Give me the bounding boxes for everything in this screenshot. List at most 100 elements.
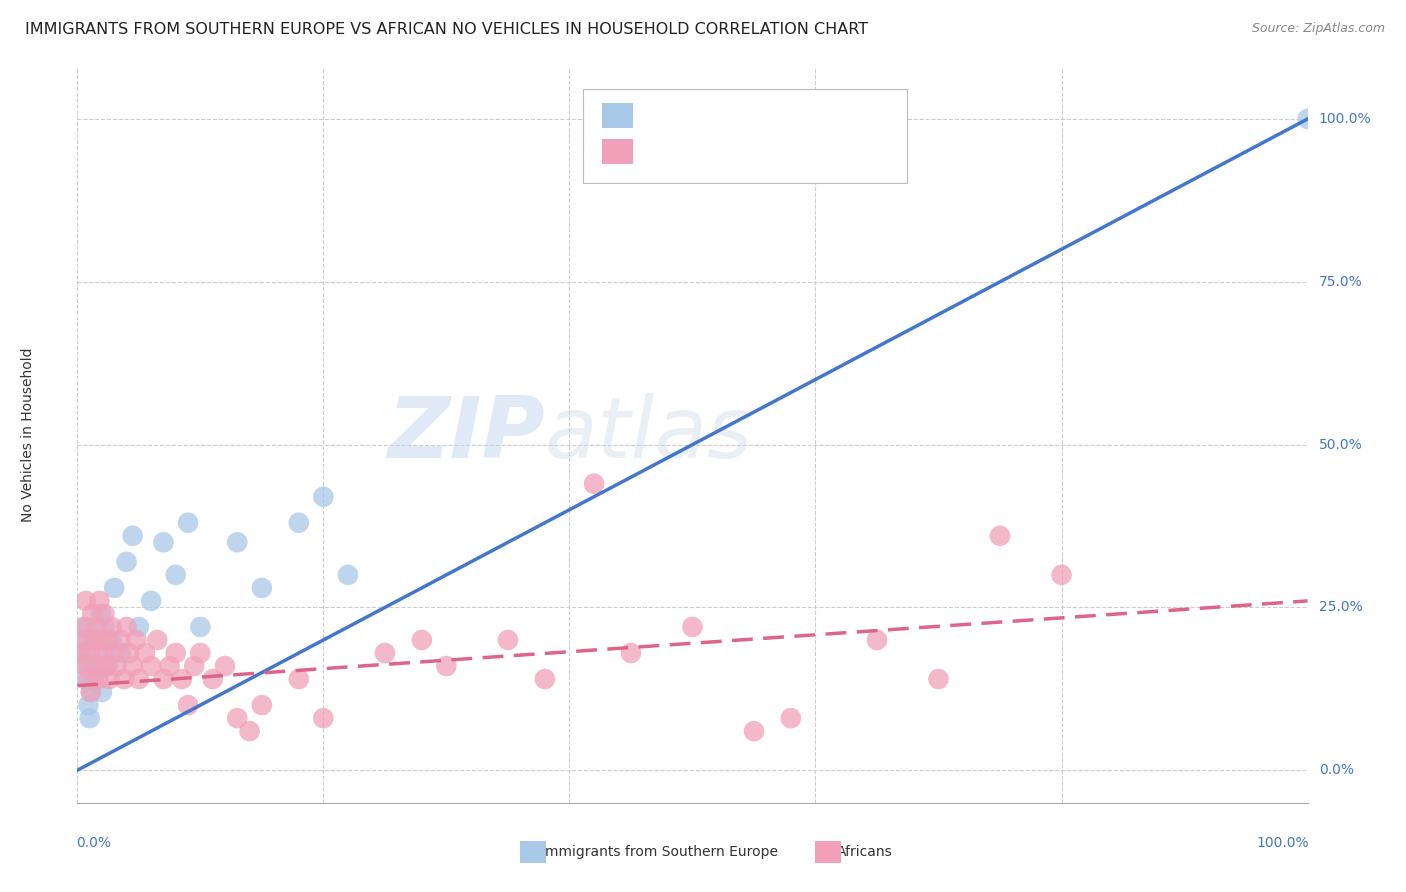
Point [110, 646, 132, 660]
Point [534, 672, 557, 686]
Point [82, 672, 104, 686]
Point [682, 620, 704, 634]
Point [94, 659, 117, 673]
Point [312, 490, 335, 504]
Point [250, 581, 273, 595]
Text: 25.0%: 25.0% [1319, 600, 1362, 615]
Point [72, 620, 94, 634]
Point [226, 711, 249, 725]
Point [105, 659, 128, 673]
Point [121, 529, 143, 543]
Point [337, 567, 360, 582]
Text: 0.0%: 0.0% [1319, 764, 1354, 777]
Text: R =  0.871   N = 33: R = 0.871 N = 33 [644, 107, 807, 125]
Point [86, 620, 108, 634]
Text: 100.0%: 100.0% [1319, 112, 1371, 126]
Text: 0.0%: 0.0% [76, 836, 111, 850]
Point [97, 632, 120, 647]
Point [101, 620, 124, 634]
Point [76, 632, 98, 647]
Point [84, 659, 107, 673]
Point [583, 476, 606, 491]
Point [77, 672, 100, 686]
Point [103, 646, 125, 660]
Point [170, 672, 193, 686]
Text: No Vehicles in Household: No Vehicles in Household [21, 348, 35, 522]
Text: Africans: Africans [837, 845, 893, 859]
Point [98, 672, 121, 686]
Point [201, 672, 224, 686]
Point [146, 632, 169, 647]
Text: IMMIGRANTS FROM SOUTHERN EUROPE VS AFRICAN NO VEHICLES IN HOUSEHOLD CORRELATION : IMMIGRANTS FROM SOUTHERN EUROPE VS AFRIC… [25, 22, 869, 37]
Point [79, 646, 101, 660]
Point [159, 659, 181, 673]
Point [112, 672, 135, 686]
Point [73, 672, 96, 686]
Point [90, 607, 112, 621]
Point [80, 685, 103, 699]
Point [214, 659, 236, 673]
Point [141, 594, 163, 608]
Point [110, 632, 132, 647]
Point [288, 516, 311, 530]
Point [70, 646, 93, 660]
Point [128, 620, 150, 634]
Point [141, 659, 163, 673]
Point [82, 632, 104, 647]
Point [75, 620, 97, 634]
Point [115, 620, 138, 634]
Point [84, 632, 107, 647]
Point [620, 646, 643, 660]
Point [742, 724, 765, 739]
Point [496, 632, 519, 647]
Point [780, 711, 803, 725]
Point [988, 529, 1011, 543]
Point [89, 594, 111, 608]
Text: 100.0%: 100.0% [1256, 836, 1309, 850]
Point [436, 659, 458, 673]
Point [1296, 112, 1319, 126]
Text: atlas: atlas [546, 393, 752, 476]
Text: R =  0.248   N = 61: R = 0.248 N = 61 [644, 143, 806, 161]
Point [93, 620, 115, 634]
Point [103, 581, 125, 595]
Point [177, 698, 200, 712]
Point [87, 672, 110, 686]
Point [134, 646, 156, 660]
Point [188, 646, 212, 660]
Point [118, 646, 141, 660]
Text: Immigrants from Southern Europe: Immigrants from Southern Europe [541, 845, 779, 859]
Point [312, 711, 335, 725]
Text: 50.0%: 50.0% [1319, 438, 1362, 451]
Point [152, 535, 174, 549]
Point [73, 659, 96, 673]
Point [90, 685, 114, 699]
Point [82, 607, 104, 621]
Point [75, 594, 97, 608]
Point [165, 646, 187, 660]
Point [288, 672, 311, 686]
Point [77, 698, 100, 712]
Point [91, 646, 114, 660]
Point [250, 698, 273, 712]
Point [97, 659, 120, 673]
Point [121, 659, 143, 673]
Point [115, 555, 138, 569]
Point [928, 672, 950, 686]
Point [177, 516, 200, 530]
Point [90, 632, 114, 647]
Point [93, 607, 115, 621]
Point [866, 632, 889, 647]
Text: Source: ZipAtlas.com: Source: ZipAtlas.com [1251, 22, 1385, 36]
Point [101, 632, 124, 647]
Point [188, 620, 212, 634]
Point [128, 672, 150, 686]
Point [1050, 567, 1073, 582]
Point [87, 646, 110, 660]
Point [183, 659, 205, 673]
Point [165, 567, 187, 582]
Point [70, 646, 93, 660]
Point [226, 535, 249, 549]
Text: ZIP: ZIP [387, 393, 546, 476]
Point [79, 711, 101, 725]
